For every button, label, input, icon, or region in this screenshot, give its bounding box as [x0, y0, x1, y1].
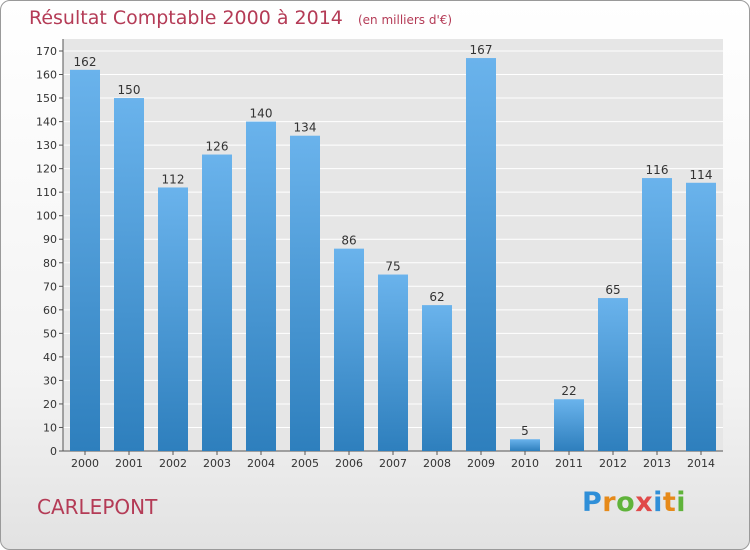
y-tick-label: 170 [36, 45, 57, 58]
bar-2007 [378, 274, 408, 451]
y-tick-label: 160 [36, 69, 57, 82]
bar-2013 [642, 178, 672, 451]
x-tick-label-2005: 2005 [291, 457, 319, 470]
logo-letter: x [635, 487, 654, 518]
bar-2003 [202, 154, 232, 451]
x-tick-label-2002: 2002 [159, 457, 187, 470]
x-tick-label-2001: 2001 [115, 457, 143, 470]
x-tick-label-2004: 2004 [247, 457, 275, 470]
data-label-2001: 150 [118, 83, 141, 97]
unit-text: (en milliers d'€) [357, 13, 453, 27]
y-tick-label: 40 [43, 351, 57, 364]
logo-letter: i [676, 487, 687, 518]
y-tick-label: 110 [36, 186, 57, 199]
x-tick-label-2011: 2011 [555, 457, 583, 470]
bar-2014 [686, 182, 716, 451]
y-tick-label: 150 [36, 92, 57, 105]
title-text: Résultat Comptable 2000 à 2014 [29, 7, 343, 29]
y-tick-label: 80 [43, 257, 57, 270]
logo-letter: r [602, 487, 617, 518]
bar-2009 [466, 58, 496, 451]
x-tick-label-2013: 2013 [643, 457, 671, 470]
y-tick-label: 60 [43, 304, 57, 317]
chart-title: Résultat Comptable 2000 à 2014 (en milli… [29, 7, 452, 29]
x-tick-label-2010: 2010 [511, 457, 539, 470]
logo-letter: i [653, 487, 663, 518]
y-tick-label: 10 [43, 421, 57, 434]
data-label-2014: 114 [690, 168, 713, 182]
x-tick-label-2009: 2009 [467, 457, 495, 470]
logo-letter: o [616, 487, 636, 518]
bar-2002 [158, 187, 188, 451]
logo-letter: P [582, 487, 603, 518]
bar-2012 [598, 298, 628, 451]
bar-2000 [70, 69, 100, 451]
data-label-2003: 126 [206, 140, 229, 154]
bar-2006 [334, 248, 364, 451]
data-label-2013: 116 [646, 163, 669, 177]
data-label-2010: 5 [521, 424, 529, 438]
data-label-2004: 140 [250, 107, 273, 121]
data-label-2007: 75 [385, 260, 400, 274]
bar-2004 [246, 121, 276, 452]
bar-2010 [510, 439, 540, 451]
x-tick-label-2003: 2003 [203, 457, 231, 470]
x-tick-label-2000: 2000 [71, 457, 99, 470]
bar-2005 [290, 135, 320, 452]
logo-letter: t [662, 487, 677, 518]
y-tick-label: 70 [43, 280, 57, 293]
data-label-2000: 162 [74, 55, 97, 69]
y-tick-label: 90 [43, 233, 57, 246]
y-tick-label: 140 [36, 116, 57, 129]
data-label-2006: 86 [341, 234, 356, 248]
y-tick-label: 0 [50, 445, 57, 458]
y-tick-label: 20 [43, 398, 57, 411]
data-label-2011: 22 [561, 384, 576, 398]
y-tick-label: 30 [43, 374, 57, 387]
data-label-2012: 65 [605, 283, 620, 297]
x-tick-label-2007: 2007 [379, 457, 407, 470]
y-tick-label: 50 [43, 327, 57, 340]
y-tick-label: 120 [36, 163, 57, 176]
data-label-2005: 134 [294, 121, 317, 135]
proxiti-logo: Proxiti [582, 487, 686, 518]
x-tick-label-2008: 2008 [423, 457, 451, 470]
x-tick-label-2006: 2006 [335, 457, 363, 470]
bar-2008 [422, 305, 452, 451]
data-label-2002: 112 [162, 172, 185, 186]
bar-2001 [114, 98, 144, 451]
x-tick-label-2012: 2012 [599, 457, 627, 470]
data-label-2009: 167 [470, 43, 493, 57]
y-tick-label: 130 [36, 139, 57, 152]
place-name: CARLEPONT [37, 495, 158, 519]
bar-2011 [554, 399, 584, 451]
y-tick-label: 100 [36, 210, 57, 223]
data-label-2008: 62 [429, 290, 444, 304]
x-tick-label-2014: 2014 [687, 457, 715, 470]
